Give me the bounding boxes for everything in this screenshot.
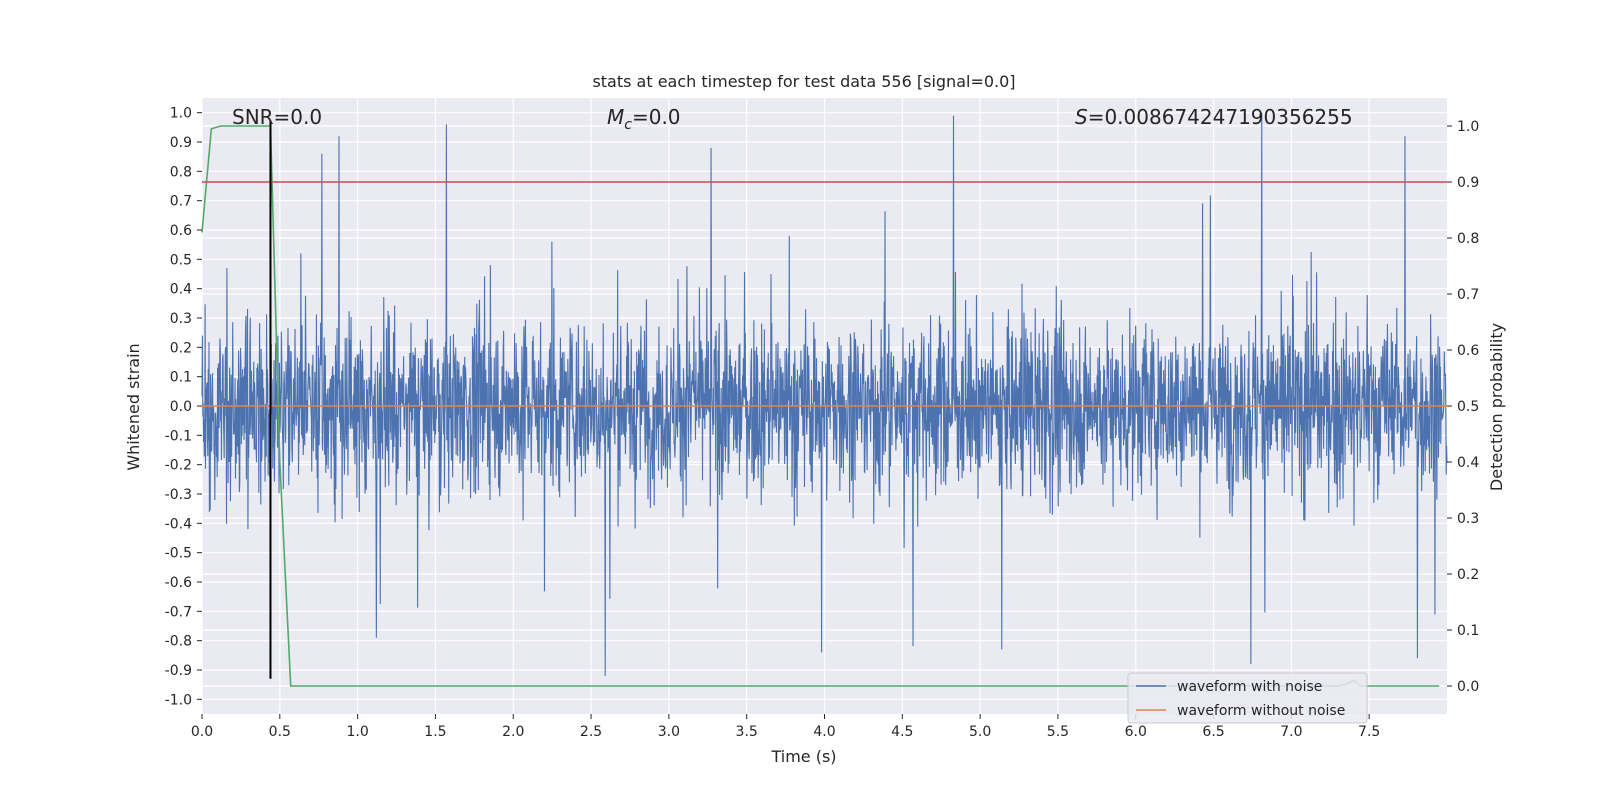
y-tick-label-left: -0.1 — [165, 428, 192, 444]
y-tick-label-right: 0.1 — [1457, 623, 1479, 639]
y-tick-label-left: 0.4 — [170, 282, 192, 298]
y-tick-label-left: -0.9 — [165, 663, 192, 679]
x-tick-label: 5.5 — [1047, 724, 1069, 740]
y-tick-label-right: 0.2 — [1457, 567, 1479, 583]
y-tick-label-left: -0.5 — [165, 546, 192, 562]
chirp-mass-value: =0.0 — [632, 105, 681, 129]
x-tick-label: 7.5 — [1358, 724, 1380, 740]
waveform-with-noise-line — [201, 112, 1448, 676]
s-symbol: S — [1075, 105, 1088, 129]
y-tick-label-right: 0.5 — [1457, 399, 1479, 415]
y-tick-label-right: 0.0 — [1457, 679, 1479, 695]
y-axis-label-left: Whitened strain — [124, 343, 143, 470]
x-tick-label: 7.0 — [1280, 724, 1302, 740]
chirp-mass-symbol: M — [607, 105, 624, 129]
chirp-mass-annotation: Mc=0.0 — [607, 105, 681, 133]
legend-label-waveform-without-noise: waveform without noise — [1177, 703, 1345, 719]
x-tick-label: 3.5 — [736, 724, 758, 740]
y-tick-label-left: -0.4 — [165, 516, 192, 532]
x-tick-label: 1.5 — [424, 724, 446, 740]
y-tick-label-right: 0.8 — [1457, 231, 1479, 247]
legend-label-waveform-with-noise: waveform with noise — [1177, 679, 1322, 695]
x-tick-label: 2.0 — [502, 724, 524, 740]
x-tick-label: 6.5 — [1202, 724, 1224, 740]
x-tick-label: 1.0 — [346, 724, 368, 740]
x-tick-label: 6.0 — [1125, 724, 1147, 740]
y-axis-label-right: Detection probability — [1487, 323, 1506, 491]
x-tick-label: 0.5 — [269, 724, 291, 740]
y-tick-label-left: 0.5 — [170, 252, 192, 268]
x-axis-label: Time (s) — [770, 747, 836, 766]
y-tick-label-left: 1.0 — [170, 106, 192, 122]
x-tick-label: 4.5 — [891, 724, 913, 740]
series-waveform-with-noise — [201, 112, 1448, 676]
x-tick-label: 3.0 — [658, 724, 680, 740]
y-tick-label-right: 1.0 — [1457, 119, 1479, 135]
y-tick-label-left: -0.2 — [165, 458, 192, 474]
y-tick-label-right: 0.3 — [1457, 511, 1479, 527]
x-tick-label: 2.5 — [580, 724, 602, 740]
x-tick-label: 5.0 — [969, 724, 991, 740]
s-value: =0.008674247190356255 — [1088, 105, 1353, 129]
x-tick-label: 4.0 — [813, 724, 835, 740]
y-tick-label-right: 0.7 — [1457, 287, 1479, 303]
snr-annotation: SNR=0.0 — [232, 105, 322, 129]
legend: waveform with noise waveform without noi… — [1127, 672, 1368, 724]
chirp-mass-subscript: c — [624, 117, 632, 133]
s-annotation: S=0.008674247190356255 — [1075, 105, 1353, 129]
y-tick-label-left: -0.6 — [165, 575, 192, 591]
y-tick-label-left: 0.3 — [170, 311, 192, 327]
y-tick-label-left: 0.1 — [170, 370, 192, 386]
y-tick-label-left: 0.2 — [170, 340, 192, 356]
y-tick-label-left: 0.6 — [170, 223, 192, 239]
y-tick-label-left: 0.0 — [170, 399, 192, 415]
chart-title: stats at each timestep for test data 556… — [592, 72, 1015, 91]
y-tick-label-left: -1.0 — [165, 692, 192, 708]
y-tick-label-right: 0.6 — [1457, 343, 1479, 359]
y-tick-label-left: -0.3 — [165, 487, 192, 503]
y-tick-label-left: -0.8 — [165, 634, 192, 650]
legend-box — [1127, 672, 1368, 724]
y-tick-label-left: 0.9 — [170, 135, 192, 151]
y-tick-label-left: -0.7 — [165, 604, 192, 620]
y-tick-label-left: 0.7 — [170, 194, 192, 210]
y-tick-label-right: 0.4 — [1457, 455, 1479, 471]
ticks: 0.0 0.5 1.0 1.5 2.0 2.5 3.0 3.5 4.0 4.5 5.0 5.5 6.0 6… — [165, 106, 1480, 740]
y-tick-label-left: 0.8 — [170, 164, 192, 180]
x-tick-label: 0.0 — [191, 724, 213, 740]
y-tick-label-right: 0.9 — [1457, 175, 1479, 191]
